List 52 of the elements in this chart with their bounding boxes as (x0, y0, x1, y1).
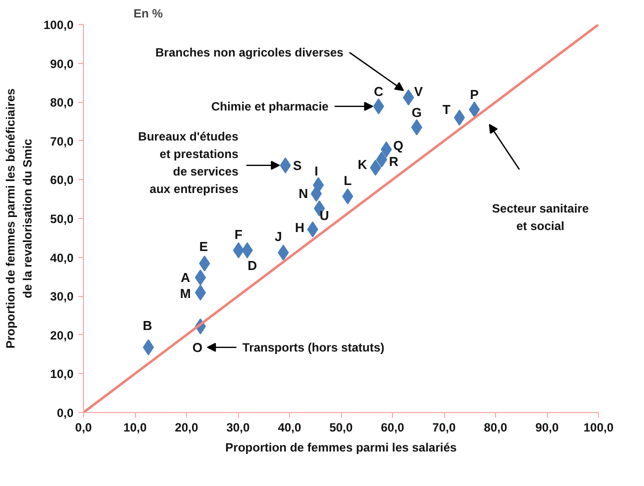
x-tick-label: 20,0 (174, 420, 199, 434)
annotation: R (388, 154, 399, 170)
y-tick-label: 10,0 (50, 367, 74, 382)
y-tick-label: 90,0 (50, 56, 74, 71)
annotation: G (412, 104, 422, 120)
annotation: F (234, 226, 243, 242)
chart-title: En % (134, 6, 164, 20)
annotation: T (442, 102, 450, 118)
x-tick-label: 50,0 (329, 420, 354, 434)
y-tick-label: 0,0 (56, 406, 74, 420)
y-tick-label: 70,0 (50, 134, 74, 148)
annotation: V (414, 84, 424, 99)
annotation: U (320, 208, 330, 223)
x-axis-title: Proportion de femmes parmi les salariés (225, 440, 458, 454)
y-tick-label: 40,0 (50, 250, 74, 265)
annotation: B (142, 318, 152, 333)
annotation: C (374, 84, 384, 99)
annotation: E (199, 239, 208, 254)
annotation: H (294, 220, 304, 235)
annotation: Branches non agricoles diverses (155, 45, 344, 60)
y-tick-label: 30,0 (50, 290, 74, 304)
annotation: M (180, 286, 191, 302)
x-tick-label: 100,0 (583, 420, 614, 434)
x-tick-label: 40,0 (278, 420, 302, 434)
annotation: Transports (hors statuts) (242, 340, 384, 354)
annotation: O (192, 340, 202, 355)
annotation: K (358, 157, 368, 172)
x-tick-label: 60,0 (380, 420, 405, 434)
x-tick-label: 30,0 (226, 420, 250, 434)
y-tick-label: 20,0 (50, 328, 74, 342)
x-tick-label: 10,0 (123, 420, 148, 434)
y-tick-label: 60,0 (50, 173, 74, 188)
annotation: Chimie et pharmacie (211, 99, 329, 114)
annotation: S (293, 158, 302, 173)
y-tick-label: 80,0 (50, 96, 74, 110)
annotation: Q (393, 138, 404, 153)
y-axis-title: Proportion de femmes parmi les bénéficiaires de la revalorisation du Smic (4, 88, 34, 349)
annotation: J (274, 229, 282, 244)
annotation: D (248, 258, 257, 273)
annotation: P (470, 86, 480, 102)
x-tick-label: 70,0 (432, 420, 456, 434)
x-tick-label: 80,0 (484, 420, 508, 434)
y-tick-label: 100,0 (43, 18, 74, 32)
annotation: A (180, 270, 191, 285)
y-tick-label: 50,0 (50, 212, 74, 226)
annotation: I (314, 164, 318, 179)
x-tick-label: 0,0 (75, 420, 92, 434)
annotation: Secteur sanitaire et social (492, 201, 590, 233)
annotation: Bureaux d'études et prestations de services aux entreprises (138, 129, 239, 196)
annotation: L (344, 172, 352, 188)
x-tick-label: 90,0 (535, 420, 560, 434)
annotation: N (298, 186, 308, 202)
